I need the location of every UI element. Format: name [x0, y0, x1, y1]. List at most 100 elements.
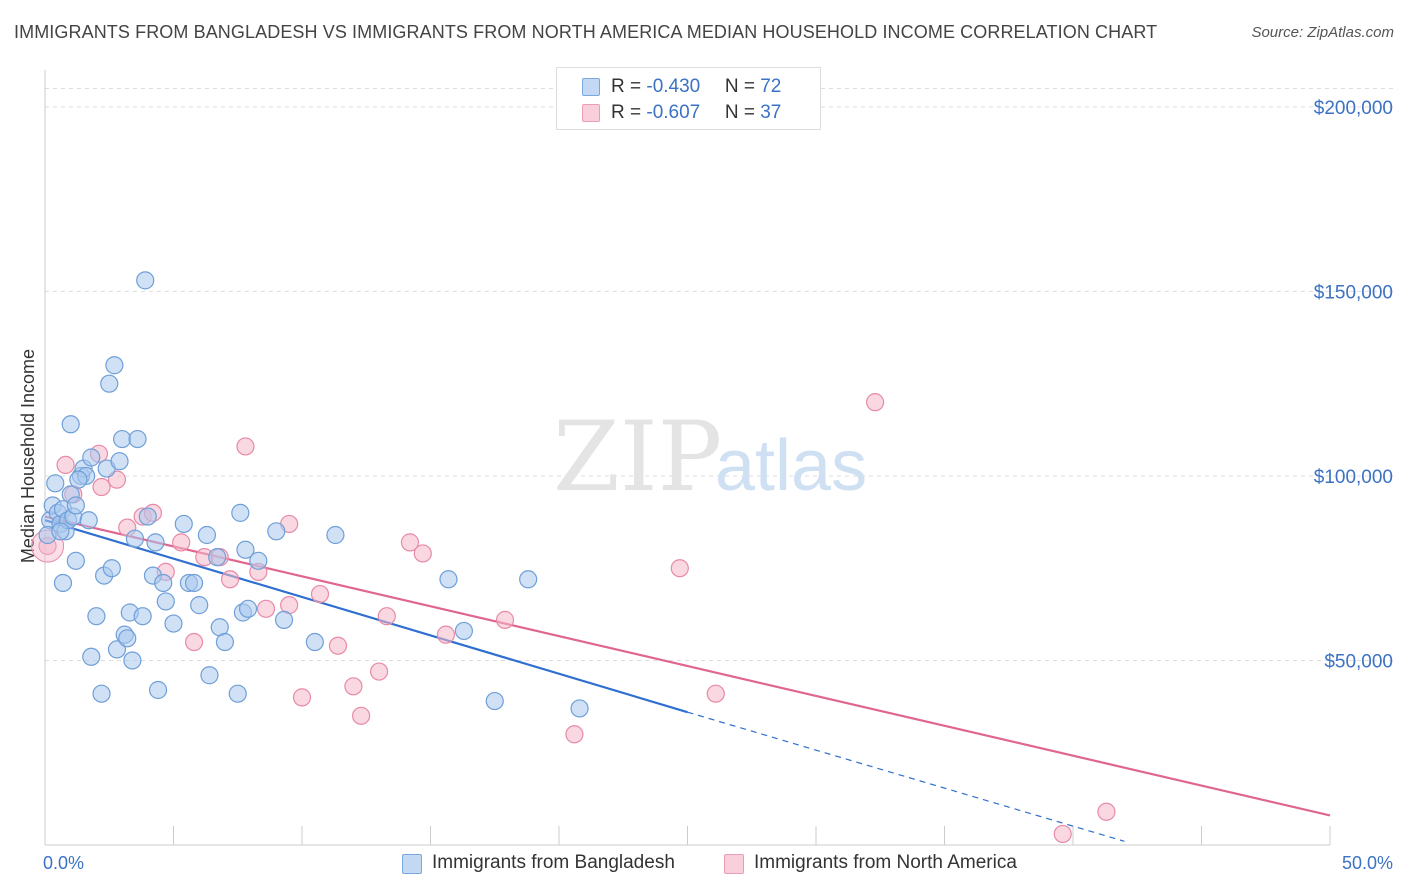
bangladesh-point-19: [82, 647, 101, 666]
gridlines: [45, 87, 1395, 661]
bangladesh-point-64: [439, 570, 458, 589]
north-america-point-9: [172, 533, 191, 552]
series-legend: Immigrants from Bangladesh Immigrants fr…: [0, 852, 1406, 878]
x-tick-label-0: 0.0%: [43, 853, 84, 873]
bangladesh-point-61: [274, 610, 294, 629]
legend-n-value: 72: [760, 76, 782, 97]
legend-row-north-america: R = -0.607 N = 37: [582, 102, 781, 124]
legend-label-bangladesh: Immigrants from Bangladesh: [432, 852, 675, 873]
bangladesh-point-20: [87, 607, 106, 626]
north-america-point-27: [413, 544, 432, 563]
bangladesh-point-66: [485, 691, 504, 711]
legend-label-north-america: Immigrants from North America: [754, 852, 1017, 873]
north-america-point-3: [92, 477, 111, 497]
bangladesh-point-63: [326, 525, 345, 545]
north-america-point-25: [377, 607, 396, 626]
bangladesh-point-42: [154, 573, 173, 593]
bangladesh-point-21: [92, 684, 111, 703]
y-tick-label-1: $100,000: [1314, 467, 1393, 488]
x-tick-labels: 0.0% 50.0%: [43, 853, 1393, 873]
legend-item-bangladesh: Immigrants from Bangladesh: [402, 852, 675, 874]
bangladesh-point-70: [51, 522, 70, 541]
bangladesh-point-57: [236, 540, 255, 559]
x-tick-label-1: 50.0%: [1342, 853, 1393, 873]
north-america-point-26: [400, 533, 420, 552]
bangladesh-point-45: [174, 514, 193, 534]
chart-title: IMMIGRANTS FROM BANGLADESH VS IMMIGRANTS…: [14, 22, 1158, 42]
bangladesh-point-6: [53, 573, 73, 593]
bangladesh-point-33: [123, 651, 142, 670]
bangladesh-point-17: [79, 511, 98, 530]
bangladesh-point-12: [66, 496, 85, 515]
bangladesh-point-18: [82, 448, 101, 467]
watermark-zip: ZIP: [553, 401, 722, 513]
bangladesh-point-37: [136, 271, 155, 290]
north-america-point-29: [495, 610, 515, 629]
bangladesh-point-62: [305, 632, 324, 652]
bangladesh-point-31: [118, 629, 137, 648]
legend-n-label: N =: [724, 76, 761, 97]
legend-swatch-pink: [582, 104, 600, 122]
legend-r-value: -0.607: [646, 102, 701, 123]
bangladesh-point-43: [156, 592, 175, 611]
legend-swatch-blue: [402, 854, 422, 874]
bangladesh-point-58: [238, 599, 258, 618]
north-america-point-14: [236, 437, 255, 456]
bangladesh-point-26: [105, 356, 124, 375]
bangladesh-point-28: [110, 452, 129, 471]
bangladesh-point-9: [61, 415, 80, 434]
north-america-point-22: [344, 677, 363, 696]
series-north-america-points: [31, 393, 1116, 844]
series-bangladesh-points: [38, 271, 589, 718]
bangladesh-point-29: [112, 429, 132, 449]
legend-r-label: R =: [611, 102, 647, 123]
watermark-atlas: atlas: [715, 426, 867, 506]
bangladesh-point-44: [164, 614, 183, 633]
bangladesh-point-51: [208, 548, 227, 567]
north-america-point-31: [670, 559, 689, 578]
bangladesh-point-25: [102, 559, 121, 578]
source-credit: Source: ZipAtlas.com: [1251, 24, 1394, 41]
bangladesh-point-68: [570, 699, 589, 718]
bangladesh-point-13: [66, 551, 85, 570]
north-america-point-28: [436, 625, 456, 644]
trend-line-bangladesh: [44, 519, 688, 714]
north-america-point-21: [328, 636, 348, 655]
north-america-point-34: [1053, 824, 1072, 844]
y-tick-label-3: $200,000: [1314, 98, 1393, 119]
y-axis-label: Median Household Income: [18, 349, 38, 563]
bangladesh-point-40: [146, 533, 165, 552]
bangladesh-point-53: [215, 632, 234, 652]
north-america-point-35: [1097, 802, 1116, 821]
north-america-point-32: [706, 684, 725, 703]
bangladesh-point-60: [267, 522, 286, 541]
y-tick-labels: $50,000 $100,000 $150,000 $200,000: [1314, 98, 1393, 673]
trend-line-north-america: [44, 515, 1331, 817]
legend-row-bangladesh: R = -0.430 N = 72: [582, 76, 782, 98]
north-america-point-24: [370, 662, 389, 681]
legend-r-label: R =: [611, 76, 647, 97]
north-america-point-20: [310, 584, 330, 604]
legend-swatch-blue: [582, 78, 600, 96]
bangladesh-point-36: [133, 607, 152, 626]
watermark: ZIP atlas: [553, 401, 867, 513]
bangladesh-point-34: [125, 529, 145, 548]
north-america-point-13: [220, 570, 240, 589]
y-tick-label-0: $50,000: [1324, 651, 1393, 672]
bangladesh-point-38: [138, 507, 157, 526]
north-america-point-23: [352, 706, 371, 725]
bangladesh-point-71: [69, 470, 88, 489]
bangladesh-point-47: [184, 573, 204, 593]
north-america-point-10: [184, 632, 204, 652]
north-america-point-1: [56, 455, 75, 474]
bangladesh-point-49: [197, 525, 217, 545]
legend-n-label: N =: [724, 102, 761, 123]
bangladesh-point-55: [231, 503, 250, 522]
bangladesh-point-48: [190, 596, 209, 615]
bangladesh-point-65: [454, 621, 474, 641]
bangladesh-point-54: [228, 684, 247, 703]
bangladesh-point-41: [148, 680, 168, 700]
north-america-point-30: [565, 725, 584, 744]
trend-line-bangladesh-extrapolated: [687, 711, 1125, 842]
